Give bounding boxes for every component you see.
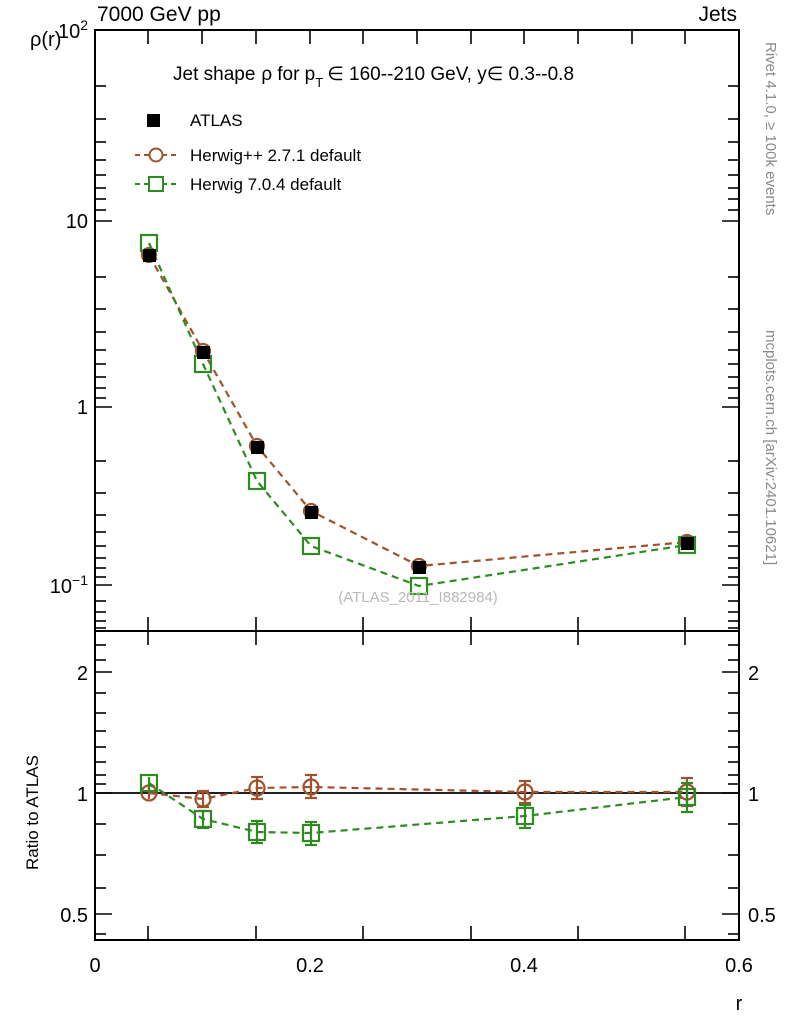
- header-right: Jets: [698, 3, 737, 26]
- title-sub-t: T: [315, 75, 323, 90]
- legend-item-herwigpp[interactable]: Herwig++ 2.7.1 default: [135, 146, 361, 165]
- ratio-ytick-1-right: 1: [748, 784, 759, 806]
- series-line-herwigpp-draw: [148, 254, 688, 568]
- ratio-markers-herwig7: [139, 773, 697, 843]
- xtick-0.4: 0.4: [510, 955, 538, 977]
- legend-marker-square-open-icon: [148, 176, 164, 192]
- header-left: 7000 GeV pp: [97, 3, 221, 26]
- ratio-panel-frame: [94, 630, 740, 941]
- series-markers-herwig7: [139, 233, 697, 596]
- xtick-0.6: 0.6: [725, 955, 753, 977]
- series-herwig7-ratio: [139, 773, 697, 847]
- ratio-ytick-2-right: 2: [748, 663, 759, 685]
- main-ytick-0.1: 10−1: [50, 572, 88, 598]
- side-label-rivet: Rivet 4.1.0, ≥ 100k events: [762, 42, 779, 215]
- series-atlas-main: [143, 249, 694, 574]
- ratio-errorbars-herwig7: [147, 777, 693, 847]
- legend-marker-square-filled-icon: [147, 114, 160, 127]
- title-rho: ρ: [261, 64, 272, 85]
- ratio-ytick-1-left: 1: [77, 784, 88, 806]
- ratio-errorbars-herwigpp: [147, 773, 693, 809]
- ratio-y-axis-label: Ratio to ATLAS: [23, 755, 42, 870]
- ratio-ytick-05-right: 0.5: [748, 905, 776, 927]
- main-x-ticks: [147, 30, 686, 631]
- xtick-0: 0: [89, 955, 100, 977]
- main-ytick-1: 1: [77, 397, 88, 419]
- ratio-ytick-2-left: 2: [77, 663, 88, 685]
- series-herwig7-main: [139, 233, 697, 596]
- legend-label-herwig7: Herwig 7.0.4 default: [190, 175, 341, 194]
- legend: ATLAS Herwig++ 2.7.1 default Herwig 7.0.…: [135, 111, 361, 194]
- dataset-watermark: (ATLAS_2011_I882984): [338, 589, 498, 606]
- ratio-y-ticklabels: 2 1 0.5 2 1 0.5: [60, 663, 776, 927]
- main-y-ticks: [95, 29, 739, 629]
- main-ytick-100: 102: [58, 17, 88, 43]
- ratio-ytick-05-left: 0.5: [60, 905, 88, 927]
- legend-item-atlas[interactable]: ATLAS: [147, 111, 243, 130]
- series-herwigpp-ratio: [140, 773, 696, 809]
- ratio-x-ticks: [147, 631, 686, 940]
- main-ytick-10: 10: [66, 211, 88, 233]
- ratio-y-ticks: [95, 644, 739, 935]
- xtick-0.2: 0.2: [296, 955, 324, 977]
- side-label-mcplots: mcplots.cern.ch [arXiv:2401.10621]: [762, 330, 779, 565]
- x-axis-label: r: [736, 993, 743, 1015]
- title-part-c: ∈ 160--210 GeV, y∈ 0.3--0.8: [327, 64, 574, 85]
- title-part-b: for p: [277, 64, 315, 85]
- title-part-a: Jet shape: [173, 64, 255, 85]
- x-ticklabels: 0 0.2 0.4 0.6: [89, 955, 752, 977]
- legend-marker-circle-open-icon: [148, 147, 164, 163]
- main-y-ticklabels: 102 10 1 10−1: [50, 17, 88, 598]
- plot-title: Jet shape ρ for pT ∈ 160--210 GeV, y∈ 0.3--…: [173, 64, 574, 90]
- legend-item-herwig7[interactable]: Herwig 7.0.4 default: [135, 175, 341, 194]
- ratio-markers-herwigpp: [140, 778, 696, 808]
- ratio-line-herwigpp: [148, 785, 687, 801]
- series-line-herwig7: [147, 242, 688, 588]
- legend-label-herwigpp: Herwig++ 2.7.1 default: [190, 146, 361, 165]
- main-y-axis-label: ρ(r): [30, 29, 61, 51]
- legend-label-atlas: ATLAS: [190, 111, 243, 130]
